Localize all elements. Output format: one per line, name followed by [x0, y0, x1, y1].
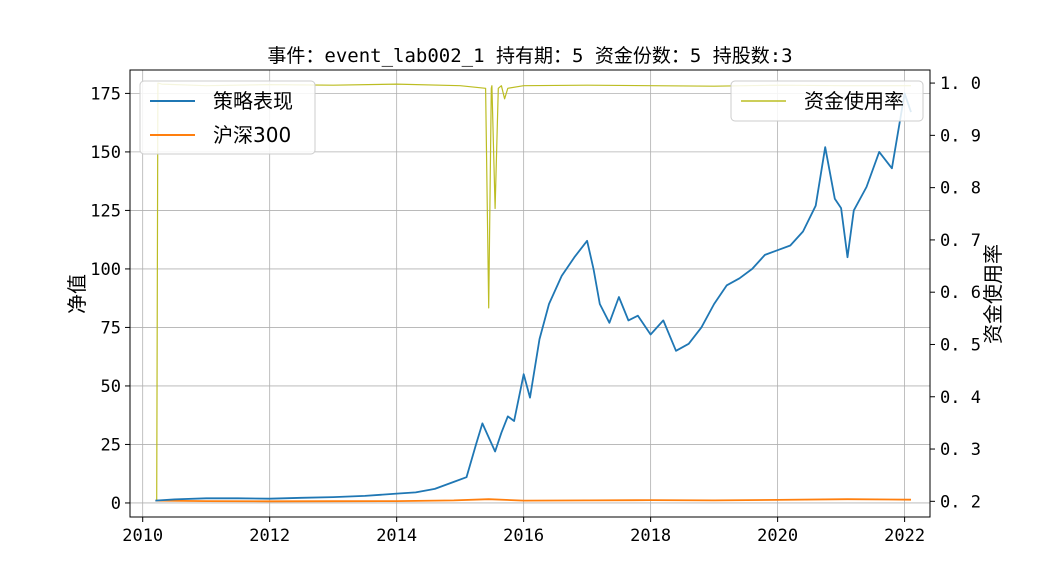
- y-left-tick-label: 125: [90, 201, 121, 221]
- series-line-csi300: [155, 498, 912, 503]
- x-tick-label: 2016: [503, 526, 544, 546]
- y-right-tick-label: 0. 4: [940, 388, 981, 408]
- x-tick-label: 2010: [122, 526, 163, 546]
- series-line-strategy: [155, 92, 912, 502]
- y-right-tick-label: 0. 2: [940, 492, 981, 512]
- legend-label-csi300: 沪深300: [213, 123, 291, 147]
- y-left-tick-label: 50: [101, 377, 121, 397]
- y-left-tick-label: 100: [90, 260, 121, 280]
- y-right-tick-label: 0. 6: [940, 283, 981, 303]
- y-right-tick-label: 0. 9: [940, 126, 981, 146]
- x-tick-label: 2022: [884, 526, 925, 546]
- legend-label-strategy: 策略表现: [213, 89, 293, 113]
- y-left-tick-label: 175: [90, 84, 121, 104]
- y-left-tick-label: 75: [101, 318, 121, 338]
- y-right-tick-label: 0. 3: [940, 440, 981, 460]
- x-tick-label: 2012: [249, 526, 290, 546]
- y-axis-right-title: 资金使用率: [981, 244, 1005, 344]
- legend-label-capital-usage: 资金使用率: [804, 89, 904, 113]
- chart-title: 事件：event_lab002_1 持有期：5 资金份数：5 持股数:3: [267, 45, 792, 67]
- legend-right-box: [730, 80, 924, 122]
- y-right-tick-label: 0. 7: [940, 231, 981, 251]
- legend-left: 策略表现 沪深300: [139, 80, 316, 155]
- legend-right: 资金使用率: [730, 80, 924, 122]
- y-right-tick-label: 0. 5: [940, 335, 981, 355]
- y-axis-left-title: 净值: [65, 274, 89, 314]
- ticks: 2010 2012 2014 2016 2018 2020 2022 0 25 50 75 100 12…: [90, 74, 981, 546]
- plot-frame: [129, 69, 931, 518]
- grid: [130, 70, 930, 517]
- x-tick-label: 2020: [757, 526, 798, 546]
- x-tick-label: 2018: [630, 526, 671, 546]
- y-right-tick-label: 0. 8: [940, 179, 981, 199]
- y-left-tick-label: 0: [111, 494, 121, 514]
- y-right-tick-label: 1. 0: [940, 74, 981, 94]
- y-left-tick-label: 25: [101, 435, 121, 455]
- x-tick-label: 2014: [376, 526, 417, 546]
- y-left-tick-label: 150: [90, 143, 121, 163]
